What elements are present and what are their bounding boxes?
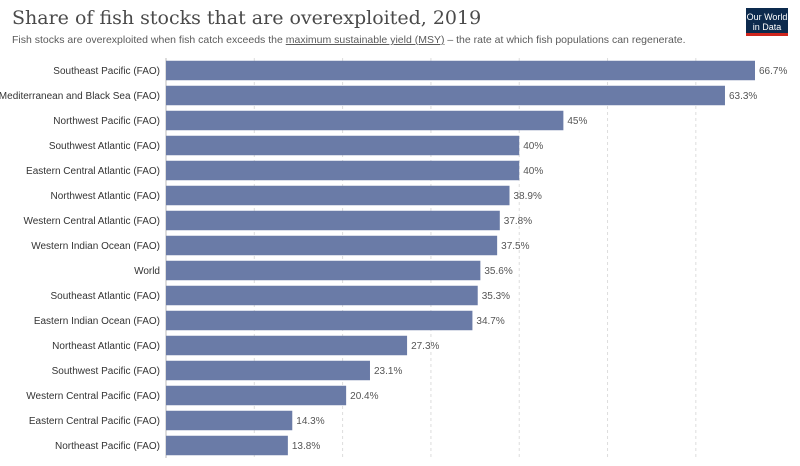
category-label: Northwest Pacific (FAO) [53,116,160,127]
value-label: 63.3% [729,91,757,102]
subtitle-text-start: Fish stocks are overexploited when fish … [12,34,286,46]
bar[interactable] [166,235,498,256]
bar[interactable] [166,360,370,381]
chart-subtitle: Fish stocks are overexploited when fish … [12,34,686,46]
value-label: 66.7% [759,66,787,77]
value-label: 34.7% [476,316,504,327]
category-label: World [134,266,160,277]
bar[interactable] [166,260,481,281]
category-label: Eastern Central Pacific (FAO) [29,416,160,427]
bar[interactable] [166,435,288,456]
bar[interactable] [166,110,564,131]
chart-title: Share of fish stocks that are overexploi… [12,7,482,29]
bar[interactable] [166,160,520,181]
category-label: Mediterranean and Black Sea (FAO) [0,91,160,102]
category-label: Eastern Central Atlantic (FAO) [26,166,160,177]
bar[interactable] [166,135,520,156]
value-label: 20.4% [350,391,378,402]
value-label: 45% [567,116,587,127]
bar[interactable] [166,210,500,231]
bar[interactable] [166,410,293,431]
logo-line-1: Our World [746,12,788,22]
bar[interactable] [166,85,725,106]
owid-logo[interactable]: Our World in Data [746,8,788,36]
value-label: 40% [523,166,543,177]
logo-line-2: in Data [752,22,782,32]
bar[interactable] [166,385,347,406]
category-label: Northeast Atlantic (FAO) [52,341,160,352]
value-label: 37.5% [501,241,529,252]
category-label: Southwest Atlantic (FAO) [49,141,160,152]
subtitle-text-end: – the rate at which fish populations can… [444,34,686,46]
category-label: Southeast Pacific (FAO) [53,66,160,77]
category-label: Eastern Indian Ocean (FAO) [34,316,160,327]
bar[interactable] [166,310,473,331]
value-label: 38.9% [514,191,542,202]
category-label: Western Central Atlantic (FAO) [23,216,160,227]
logo-accent-bar [746,33,788,36]
category-label: Southeast Atlantic (FAO) [51,291,161,302]
value-label: 23.1% [374,366,402,377]
value-label: 40% [523,141,543,152]
value-label: 35.6% [484,266,512,277]
value-label: 35.3% [482,291,510,302]
value-label: 37.8% [504,216,532,227]
value-label: 27.3% [411,341,439,352]
category-label: Northwest Atlantic (FAO) [51,191,160,202]
value-label: 14.3% [296,416,324,427]
category-label: Northeast Pacific (FAO) [55,441,160,452]
value-label: 13.8% [292,441,320,452]
category-label: Western Central Pacific (FAO) [26,391,160,402]
bar[interactable] [166,285,478,306]
msy-link[interactable]: maximum sustainable yield (MSY) [285,34,445,46]
category-label: Southwest Pacific (FAO) [52,366,160,377]
bar[interactable] [166,60,755,81]
bar[interactable] [166,335,408,356]
bar[interactable] [166,185,510,206]
category-label: Western Indian Ocean (FAO) [31,241,160,252]
